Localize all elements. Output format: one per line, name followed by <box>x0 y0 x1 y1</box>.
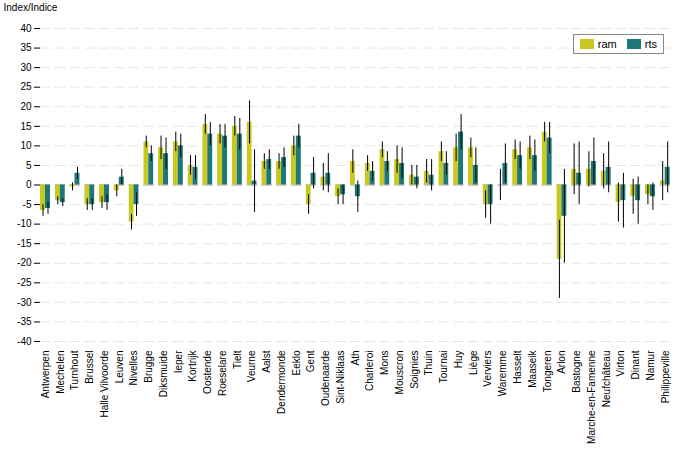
svg-text:-15: -15 <box>17 238 32 249</box>
svg-text:Diksmuide: Diksmuide <box>158 350 169 397</box>
svg-text:-35: -35 <box>17 316 32 327</box>
svg-text:Tournai: Tournai <box>438 351 449 384</box>
svg-text:Brussel: Brussel <box>84 351 95 384</box>
svg-text:Leuven: Leuven <box>114 351 125 384</box>
svg-text:-5: -5 <box>23 199 32 210</box>
svg-text:Roeselare: Roeselare <box>217 350 228 396</box>
svg-text:Soignies: Soignies <box>409 351 420 389</box>
svg-text:Liège: Liège <box>468 350 479 375</box>
svg-text:Index/Indice: Index/Indice <box>4 2 58 13</box>
svg-text:20: 20 <box>20 101 32 112</box>
svg-text:Verviers: Verviers <box>482 351 493 387</box>
svg-text:Hasselt: Hasselt <box>512 350 523 384</box>
svg-text:-30: -30 <box>17 297 32 308</box>
svg-text:Neufchâteau: Neufchâteau <box>601 351 612 408</box>
svg-text:Oostende: Oostende <box>202 350 213 394</box>
svg-text:-40: -40 <box>17 336 32 347</box>
svg-text:-20: -20 <box>17 257 32 268</box>
svg-text:Mechelen: Mechelen <box>55 351 66 394</box>
svg-text:15: 15 <box>20 121 32 132</box>
svg-text:Mouscron: Mouscron <box>394 351 405 395</box>
svg-text:Virton: Virton <box>615 351 626 377</box>
svg-text:Marche-en-Famenne: Marche-en-Famenne <box>586 350 597 444</box>
svg-text:Sint-Niklaas: Sint-Niklaas <box>335 351 346 404</box>
svg-text:Maaseik: Maaseik <box>527 350 538 388</box>
svg-text:Tielt: Tielt <box>232 350 243 369</box>
svg-text:Ath: Ath <box>350 351 361 366</box>
svg-text:Aalst: Aalst <box>261 350 272 372</box>
svg-text:Namur: Namur <box>645 350 656 381</box>
svg-text:Thuin: Thuin <box>423 351 434 376</box>
svg-text:Brugge: Brugge <box>143 350 154 383</box>
svg-text:Charleroi: Charleroi <box>364 351 375 392</box>
svg-text:Dendermonde: Dendermonde <box>276 350 287 414</box>
svg-text:Halle Vilvoorde: Halle Vilvoorde <box>99 350 110 418</box>
svg-text:5: 5 <box>26 160 32 171</box>
svg-text:40: 40 <box>20 23 32 34</box>
svg-text:Eeklo: Eeklo <box>291 350 302 375</box>
svg-text:Huy: Huy <box>453 351 464 369</box>
svg-text:Tongeren: Tongeren <box>542 351 553 393</box>
svg-text:0: 0 <box>26 179 32 190</box>
svg-text:Turnhout: Turnhout <box>69 350 80 390</box>
svg-text:Veurne: Veurne <box>246 350 257 382</box>
svg-text:Dinant: Dinant <box>630 350 641 379</box>
svg-text:Oudenaarde: Oudenaarde <box>320 350 331 406</box>
svg-text:Nivelles: Nivelles <box>128 351 139 386</box>
svg-text:10: 10 <box>20 140 32 151</box>
svg-text:35: 35 <box>20 42 32 53</box>
svg-text:Antwerpen: Antwerpen <box>40 351 51 399</box>
svg-text:30: 30 <box>20 62 32 73</box>
svg-text:Philippeville: Philippeville <box>660 350 671 403</box>
svg-text:-10: -10 <box>17 218 32 229</box>
svg-text:-25: -25 <box>17 277 32 288</box>
svg-text:25: 25 <box>20 81 32 92</box>
svg-text:Bastogne: Bastogne <box>571 350 582 393</box>
svg-text:Kortrijk: Kortrijk <box>187 350 198 382</box>
html-text:rts: rts <box>644 38 657 50</box>
svg-text:Mons: Mons <box>379 351 390 375</box>
svg-text:Ieper: Ieper <box>173 350 184 373</box>
svg-text:Waremme: Waremme <box>497 350 508 396</box>
svg-text:Arlon: Arlon <box>556 351 567 374</box>
html-text:ram: ram <box>597 38 617 50</box>
svg-text:Gent: Gent <box>305 350 316 372</box>
